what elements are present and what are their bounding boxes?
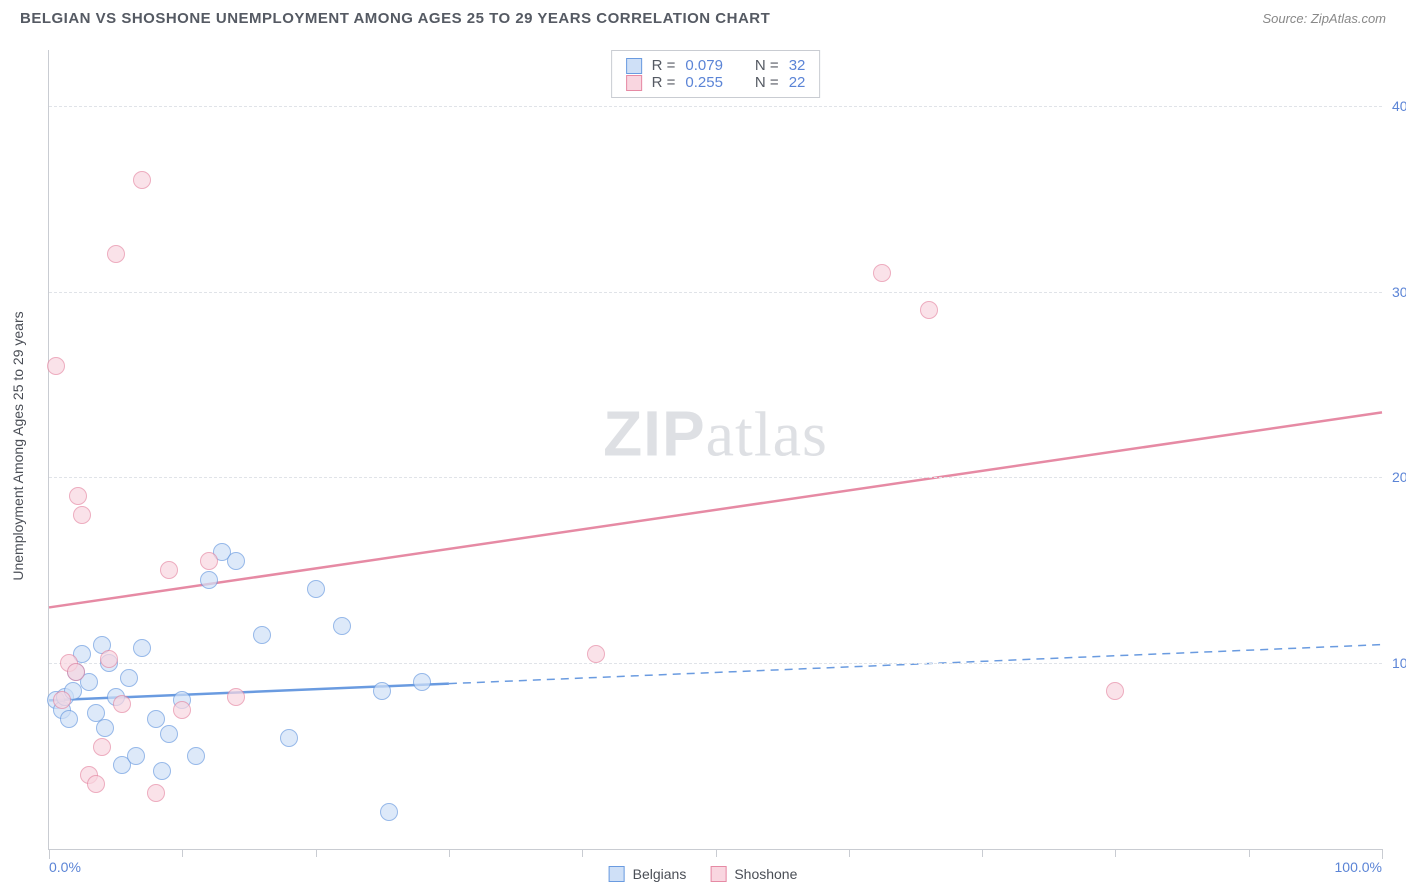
scatter-point <box>87 775 105 793</box>
scatter-point <box>147 710 165 728</box>
y-axis-label: Unemployment Among Ages 25 to 29 years <box>10 311 26 580</box>
scatter-point <box>920 301 938 319</box>
scatter-point <box>160 725 178 743</box>
scatter-point <box>380 803 398 821</box>
y-tick-label: 40.0% <box>1384 98 1406 114</box>
scatter-point <box>133 639 151 657</box>
scatter-point <box>153 762 171 780</box>
scatter-point <box>100 650 118 668</box>
gridline <box>49 292 1382 293</box>
x-tick <box>316 849 317 857</box>
chart-source: Source: ZipAtlas.com <box>1262 11 1386 26</box>
x-tick <box>49 849 50 859</box>
gridline <box>49 477 1382 478</box>
legend-stats: R = 0.079 N = 32 R = 0.255 N = 22 <box>611 50 821 98</box>
scatter-point <box>1106 682 1124 700</box>
x-tick <box>1382 849 1383 859</box>
y-tick-label: 10.0% <box>1384 655 1406 671</box>
r-value: 0.255 <box>685 74 723 91</box>
scatter-point <box>253 626 271 644</box>
n-value: 32 <box>789 57 806 74</box>
y-tick-label: 20.0% <box>1384 469 1406 485</box>
chart-title: BELGIAN VS SHOSHONE UNEMPLOYMENT AMONG A… <box>20 10 770 27</box>
legend-label: Shoshone <box>734 866 797 882</box>
square-icon <box>609 866 625 882</box>
x-tick <box>849 849 850 857</box>
chart-plot-area: ZIPatlas R = 0.079 N = 32 R = 0.255 N = … <box>48 50 1382 850</box>
legend-stats-row-belgians: R = 0.079 N = 32 <box>626 57 806 74</box>
scatter-point <box>873 264 891 282</box>
r-label: R = <box>652 57 676 74</box>
scatter-point <box>107 245 125 263</box>
scatter-point <box>69 487 87 505</box>
square-icon <box>626 75 642 91</box>
x-tick <box>982 849 983 857</box>
scatter-point <box>413 673 431 691</box>
scatter-point <box>333 617 351 635</box>
scatter-point <box>373 682 391 700</box>
square-icon <box>710 866 726 882</box>
r-label: R = <box>652 74 676 91</box>
scatter-point <box>120 669 138 687</box>
gridline <box>49 663 1382 664</box>
scatter-point <box>73 506 91 524</box>
scatter-point <box>147 784 165 802</box>
trend-lines <box>49 50 1382 849</box>
scatter-point <box>93 738 111 756</box>
scatter-point <box>587 645 605 663</box>
scatter-point <box>227 552 245 570</box>
scatter-point <box>67 663 85 681</box>
n-value: 22 <box>789 74 806 91</box>
legend-item-belgians: Belgians <box>609 866 687 882</box>
scatter-point <box>227 688 245 706</box>
r-value: 0.079 <box>685 57 723 74</box>
legend-item-shoshone: Shoshone <box>710 866 797 882</box>
scatter-point <box>280 729 298 747</box>
n-label: N = <box>755 57 779 74</box>
scatter-point <box>173 701 191 719</box>
scatter-point <box>60 710 78 728</box>
x-tick <box>716 849 717 857</box>
square-icon <box>626 58 642 74</box>
scatter-point <box>160 561 178 579</box>
x-tick-label: 100.0% <box>1335 859 1382 875</box>
n-label: N = <box>755 74 779 91</box>
x-tick-label: 0.0% <box>49 859 81 875</box>
scatter-point <box>187 747 205 765</box>
scatter-point <box>53 691 71 709</box>
legend-stats-row-shoshone: R = 0.255 N = 22 <box>626 74 806 91</box>
scatter-point <box>133 171 151 189</box>
legend-label: Belgians <box>633 866 687 882</box>
x-tick <box>1115 849 1116 857</box>
x-tick <box>1249 849 1250 857</box>
scatter-point <box>113 695 131 713</box>
scatter-point <box>127 747 145 765</box>
scatter-point <box>200 552 218 570</box>
y-tick-label: 30.0% <box>1384 284 1406 300</box>
scatter-point <box>96 719 114 737</box>
scatter-point <box>307 580 325 598</box>
legend-series: Belgians Shoshone <box>609 866 798 882</box>
scatter-point <box>47 357 65 375</box>
gridline <box>49 106 1382 107</box>
x-tick <box>182 849 183 857</box>
scatter-point <box>200 571 218 589</box>
x-tick <box>582 849 583 857</box>
x-tick <box>449 849 450 857</box>
